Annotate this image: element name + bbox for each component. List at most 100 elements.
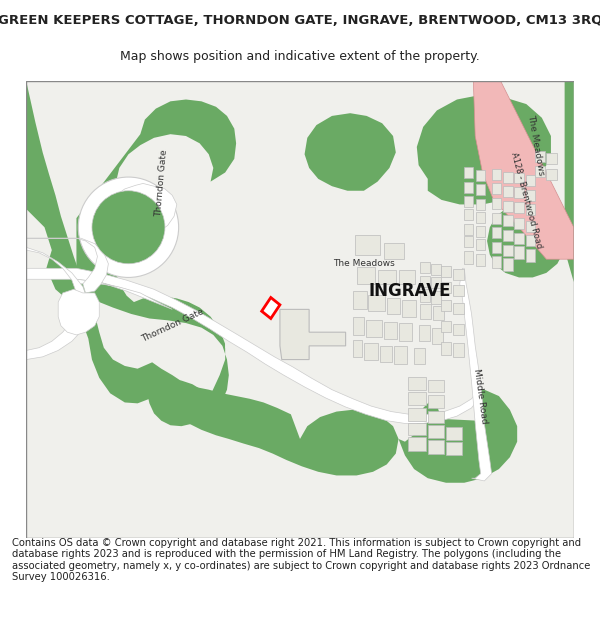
Bar (503, 201, 512, 212)
Text: The Meadows: The Meadows (333, 259, 395, 268)
Text: INGRAVE: INGRAVE (368, 282, 451, 300)
Bar (384, 322, 397, 339)
Bar (407, 392, 426, 405)
Bar (355, 234, 380, 254)
Polygon shape (417, 95, 551, 204)
Bar (380, 346, 392, 362)
Bar (421, 276, 430, 286)
Polygon shape (460, 268, 491, 481)
Bar (431, 278, 440, 288)
Bar (476, 184, 485, 195)
Bar (428, 395, 444, 408)
Bar (454, 269, 464, 280)
Bar (421, 304, 431, 319)
Bar (428, 425, 444, 438)
Bar (407, 377, 426, 389)
Bar (398, 270, 415, 284)
Text: Thorndon Gate: Thorndon Gate (140, 308, 205, 344)
Bar (464, 196, 473, 207)
Bar (526, 221, 535, 232)
Bar (491, 256, 501, 268)
Bar (503, 186, 512, 197)
Bar (442, 266, 451, 278)
Bar (526, 204, 535, 216)
Bar (386, 298, 400, 314)
Polygon shape (280, 309, 346, 359)
Polygon shape (58, 289, 99, 335)
Bar (454, 285, 464, 296)
Bar (353, 317, 364, 335)
Bar (503, 230, 512, 241)
Polygon shape (473, 81, 574, 259)
Bar (526, 190, 535, 201)
Bar (547, 169, 557, 180)
Text: GREEN KEEPERS COTTAGE, THORNDON GATE, INGRAVE, BRENTWOOD, CM13 3RQ: GREEN KEEPERS COTTAGE, THORNDON GATE, IN… (0, 14, 600, 27)
Bar (464, 209, 473, 220)
Bar (353, 341, 362, 357)
Bar (431, 291, 440, 304)
Bar (514, 232, 524, 244)
Bar (514, 187, 524, 198)
Bar (446, 427, 463, 440)
Bar (526, 175, 535, 186)
Bar (454, 343, 464, 357)
Bar (384, 242, 404, 259)
Polygon shape (487, 81, 574, 282)
Bar (442, 300, 451, 311)
Bar (421, 262, 430, 273)
Bar (398, 323, 412, 341)
Bar (491, 198, 501, 209)
Bar (514, 173, 524, 184)
Bar (454, 324, 464, 335)
Bar (526, 249, 535, 262)
Bar (464, 182, 473, 192)
Bar (414, 348, 425, 364)
Polygon shape (26, 81, 398, 476)
Text: A128 - Brentwood Road: A128 - Brentwood Road (509, 151, 544, 249)
Bar (428, 379, 444, 392)
Bar (547, 153, 557, 164)
Polygon shape (76, 279, 172, 309)
Bar (419, 325, 430, 341)
Bar (514, 202, 524, 212)
Bar (476, 212, 485, 222)
Bar (464, 251, 473, 264)
Bar (514, 218, 524, 229)
Polygon shape (26, 248, 88, 359)
Polygon shape (262, 298, 280, 319)
Bar (364, 343, 379, 359)
Text: Map shows position and indicative extent of the property.: Map shows position and indicative extent… (120, 51, 480, 63)
Bar (366, 321, 382, 337)
Bar (446, 442, 463, 456)
Bar (356, 268, 375, 284)
Bar (454, 303, 464, 314)
Bar (476, 254, 485, 266)
Bar (476, 226, 485, 238)
Circle shape (92, 191, 165, 264)
Bar (491, 213, 501, 224)
Polygon shape (76, 99, 236, 538)
Bar (353, 291, 367, 309)
Polygon shape (305, 113, 396, 191)
Bar (368, 295, 385, 311)
Bar (526, 236, 535, 246)
Bar (442, 282, 451, 293)
Bar (428, 440, 444, 454)
Bar (491, 184, 501, 194)
Bar (442, 321, 451, 332)
Bar (431, 264, 440, 275)
Bar (428, 411, 444, 424)
Bar (407, 437, 426, 451)
Bar (476, 199, 485, 210)
Bar (394, 346, 407, 364)
Bar (464, 224, 473, 234)
Bar (503, 258, 512, 271)
Bar (464, 236, 473, 248)
Text: The Meadows: The Meadows (526, 114, 545, 176)
Bar (377, 270, 396, 284)
Bar (407, 408, 426, 421)
Polygon shape (398, 387, 517, 482)
Bar (491, 169, 501, 180)
Bar (402, 300, 416, 317)
Bar (535, 166, 545, 177)
